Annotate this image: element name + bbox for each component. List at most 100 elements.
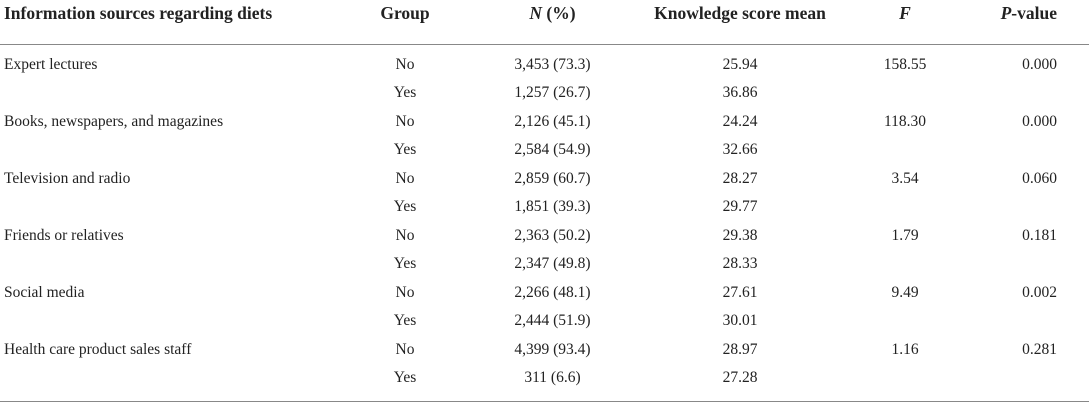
cell-knowledge: 32.66 — [722, 141, 758, 159]
cell-group: No — [395, 283, 415, 301]
cell-p: 0.000 — [1022, 55, 1057, 73]
cell-f: 158.55 — [883, 55, 927, 73]
cell-knowledge: 29.38 — [722, 226, 758, 244]
table-row: Television and radio No 2,859 (60.7) 28.… — [0, 165, 1089, 194]
cell-n: 311 (6.6) — [524, 369, 581, 387]
cell-p — [955, 193, 1089, 222]
cell-f: 118.30 — [883, 112, 927, 130]
cell-group: No — [395, 340, 415, 358]
cell-p — [955, 136, 1089, 165]
cell-p — [955, 79, 1089, 108]
header-p-symbol: P — [1000, 3, 1012, 23]
cell-group: No — [395, 226, 415, 244]
cell-n: 2,584 (54.9) — [514, 141, 591, 159]
cell-knowledge: 36.86 — [722, 84, 758, 102]
cell-source — [0, 250, 330, 279]
cell-f — [855, 250, 955, 279]
cell-source: Television and radio — [4, 169, 131, 187]
header-n-suffix: (%) — [542, 3, 576, 23]
cell-n: 2,444 (51.9) — [514, 312, 591, 330]
table-header: Information sources regarding diets Grou… — [0, 0, 1089, 45]
cell-group: Yes — [393, 255, 417, 273]
cell-group: No — [395, 55, 415, 73]
cell-source: Books, newspapers, and magazines — [4, 112, 224, 130]
cell-p: 0.281 — [1022, 340, 1057, 358]
cell-p — [955, 307, 1089, 336]
cell-p — [955, 250, 1089, 279]
cell-knowledge: 27.61 — [722, 283, 758, 301]
cell-n: 4,399 (93.4) — [514, 340, 591, 358]
cell-knowledge: 27.28 — [722, 369, 758, 387]
cell-n: 1,257 (26.7) — [514, 84, 591, 102]
table-row: Yes 2,584 (54.9) 32.66 — [0, 136, 1089, 165]
table-row: Yes 1,257 (26.7) 36.86 — [0, 79, 1089, 108]
table-row: Health care product sales staff No 4,399… — [0, 336, 1089, 365]
cell-p: 0.000 — [1022, 112, 1057, 130]
cell-n: 3,453 (73.3) — [514, 55, 591, 73]
header-f: F — [855, 0, 955, 45]
cell-group: Yes — [393, 84, 417, 102]
table-row: Books, newspapers, and magazines No 2,12… — [0, 108, 1089, 137]
cell-source — [0, 136, 330, 165]
cell-knowledge: 25.94 — [722, 55, 758, 73]
cell-n: 2,126 (45.1) — [514, 112, 591, 130]
header-information-sources: Information sources regarding diets — [0, 0, 330, 45]
table-row: Friends or relatives No 2,363 (50.2) 29.… — [0, 222, 1089, 251]
cell-knowledge: 30.01 — [722, 312, 758, 330]
table-row: Yes 2,444 (51.9) 30.01 — [0, 307, 1089, 336]
cell-f: 9.49 — [891, 283, 919, 301]
cell-f: 1.16 — [891, 340, 919, 358]
cell-p — [955, 364, 1089, 393]
cell-n: 2,347 (49.8) — [514, 255, 591, 273]
cell-group: Yes — [393, 198, 417, 216]
table-row: Expert lectures No 3,453 (73.3) 25.94 15… — [0, 44, 1089, 79]
header-row: Information sources regarding diets Grou… — [0, 0, 1089, 45]
cell-knowledge: 28.33 — [722, 255, 758, 273]
cell-f — [855, 364, 955, 393]
cell-group: No — [395, 112, 415, 130]
table-row: Yes 311 (6.6) 27.28 — [0, 364, 1089, 393]
cell-p: 0.002 — [1022, 283, 1057, 301]
cell-n: 2,266 (48.1) — [514, 283, 591, 301]
header-n-symbol: N — [529, 3, 543, 23]
cell-knowledge: 28.97 — [722, 340, 758, 358]
table-body: Expert lectures No 3,453 (73.3) 25.94 15… — [0, 44, 1089, 393]
cell-f: 1.79 — [891, 226, 919, 244]
table-row: Social media No 2,266 (48.1) 27.61 9.49 … — [0, 279, 1089, 308]
cell-source — [0, 364, 330, 393]
cell-source: Friends or relatives — [4, 226, 124, 244]
cell-f — [855, 307, 955, 336]
cell-f — [855, 136, 955, 165]
cell-p: 0.060 — [1022, 169, 1057, 187]
table-row: Yes 1,851 (39.3) 29.77 — [0, 193, 1089, 222]
cell-f: 3.54 — [891, 169, 919, 187]
header-knowledge-score-mean: Knowledge score mean — [625, 0, 855, 45]
cell-f — [855, 193, 955, 222]
cell-p: 0.181 — [1022, 226, 1057, 244]
cell-source: Social media — [4, 283, 85, 301]
cell-source: Expert lectures — [4, 55, 98, 73]
table-row: Yes 2,347 (49.8) 28.33 — [0, 250, 1089, 279]
cell-group: Yes — [393, 369, 417, 387]
cell-f — [855, 79, 955, 108]
header-f-symbol: F — [899, 3, 911, 23]
cell-n: 1,851 (39.3) — [514, 198, 591, 216]
diet-information-table: Information sources regarding diets Grou… — [0, 0, 1089, 393]
cell-knowledge: 28.27 — [722, 169, 758, 187]
cell-group: Yes — [393, 141, 417, 159]
cell-n: 2,859 (60.7) — [514, 169, 591, 187]
cell-knowledge: 29.77 — [722, 198, 758, 216]
header-n-percent: N (%) — [480, 0, 625, 45]
header-p-suffix: -value — [1011, 3, 1057, 23]
cell-source — [0, 193, 330, 222]
cell-source — [0, 79, 330, 108]
cell-group: No — [395, 169, 415, 187]
cell-source: Health care product sales staff — [4, 340, 192, 358]
cell-source — [0, 307, 330, 336]
cell-knowledge: 24.24 — [722, 112, 758, 130]
cell-n: 2,363 (50.2) — [514, 226, 591, 244]
cell-group: Yes — [393, 312, 417, 330]
header-p-value: P-value — [955, 0, 1089, 45]
header-group: Group — [330, 0, 480, 45]
